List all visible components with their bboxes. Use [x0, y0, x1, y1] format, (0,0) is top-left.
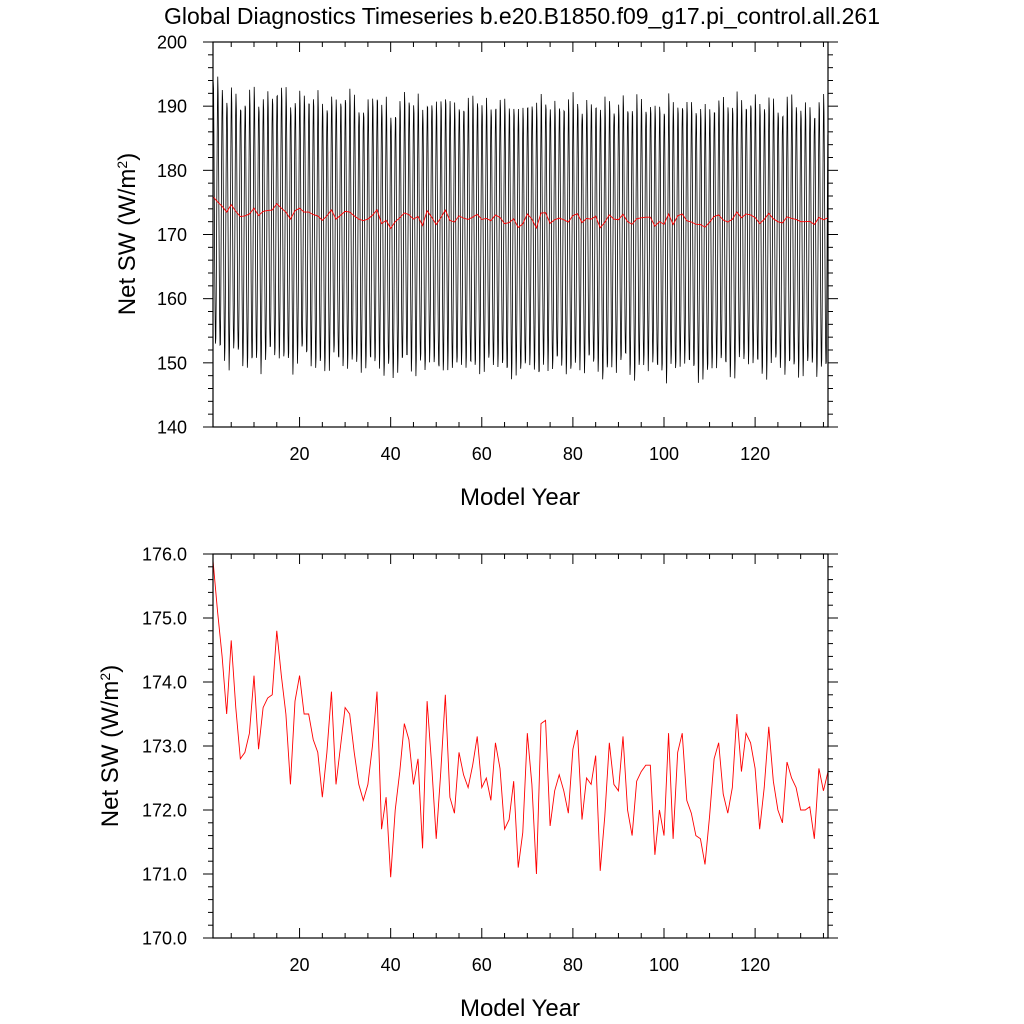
bottom-y-axis-label: Net SW (W/m2): [97, 665, 124, 827]
y-tick-label: 170.0: [142, 929, 187, 949]
bottom-panel-series: [212, 560, 829, 878]
top-panel-series: [212, 76, 829, 384]
x-tick-label: 20: [290, 955, 310, 975]
y-tick-label: 200: [157, 33, 187, 53]
y-tick-label: 174.0: [142, 673, 187, 693]
y-tick-label: 150: [157, 353, 187, 373]
bottom-x-axis-label: Model Year: [460, 995, 580, 1022]
y-tick-label: 180: [157, 161, 187, 181]
top-x-axis-label: Model Year: [460, 484, 580, 511]
y-tick-label: 176.0: [142, 545, 187, 565]
chart-title: Global Diagnostics Timeseries b.e20.B185…: [164, 3, 880, 29]
top-panel-plot: 20 40 60 80 100 120 140 150 160 170 180 190 200 Net …: [114, 33, 838, 511]
monthly-series-line: [212, 76, 829, 384]
y-tick-label: 175.0: [142, 609, 187, 629]
x-tick-label: 60: [472, 444, 492, 464]
x-tick-label: 120: [740, 955, 770, 975]
top-panel-ticks: 20 40 60 80 100 120 140 150 160 170 180 190 200: [157, 33, 838, 464]
x-tick-label: 100: [649, 955, 679, 975]
annual-mean-line: [212, 196, 829, 230]
y-tick-label: 190: [157, 97, 187, 117]
y-tick-label: 170: [157, 225, 187, 245]
x-tick-label: 40: [381, 955, 401, 975]
y-tick-label: 172.0: [142, 801, 187, 821]
x-tick-label: 20: [290, 444, 310, 464]
top-y-axis-label: Net SW (W/m2): [114, 153, 141, 315]
bottom-panel-plot: 20 40 60 80 100 120 170.0 171.0 172.0 173.0 174.0 1…: [97, 545, 838, 1022]
annual-mean-line: [212, 560, 829, 878]
x-tick-label: 80: [563, 955, 583, 975]
y-tick-label: 140: [157, 418, 187, 438]
bottom-panel-ticks: 20 40 60 80 100 120 170.0 171.0 172.0 173.0 174.0 1…: [142, 545, 838, 975]
y-tick-label: 160: [157, 289, 187, 309]
x-tick-label: 120: [740, 444, 770, 464]
bottom-panel-frame: [212, 553, 829, 939]
x-tick-label: 60: [472, 955, 492, 975]
x-tick-label: 80: [563, 444, 583, 464]
y-tick-label: 171.0: [142, 865, 187, 885]
x-tick-label: 100: [649, 444, 679, 464]
x-tick-label: 40: [381, 444, 401, 464]
y-tick-label: 173.0: [142, 737, 187, 757]
